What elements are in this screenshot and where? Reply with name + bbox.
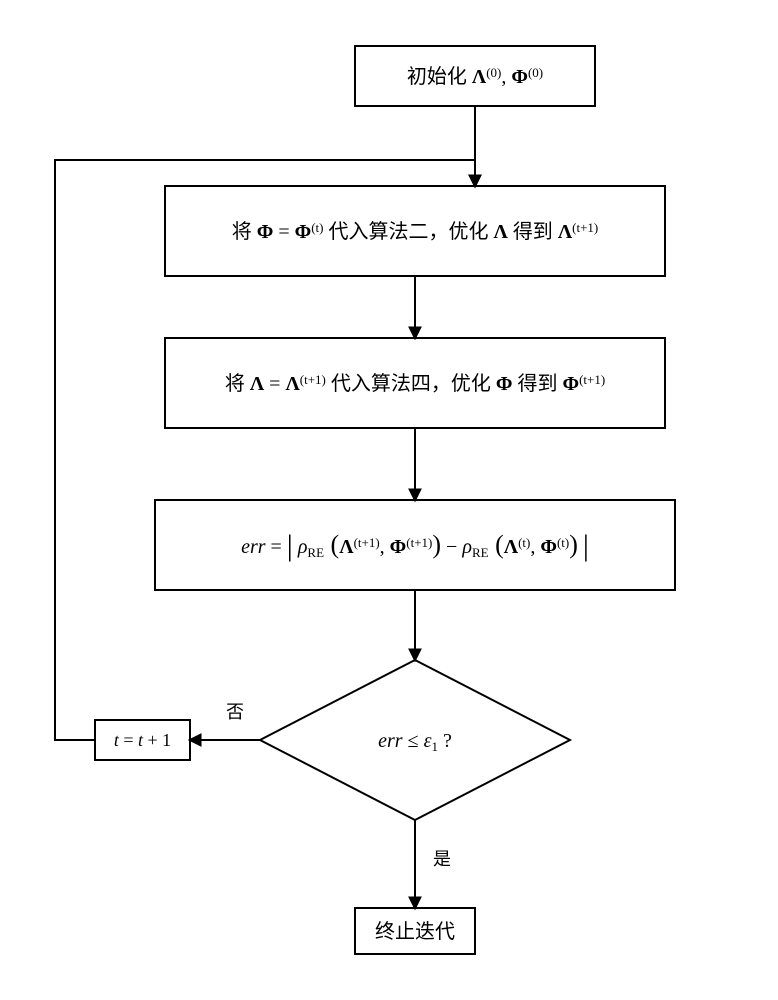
text-terminate: 终止迭代 [375,920,455,943]
branch-label-yes: 是 [433,849,451,869]
text-increment: t = t + 1 [114,730,171,750]
text-step2: 将 Λ = Λ(t+1) 代入算法四，优化 Φ 得到 Φ(t+1) [225,372,605,395]
branch-label-no: 否 [226,702,244,722]
text-decision: err ≤ ε1 ? [378,730,452,754]
text-init: 初始化 Λ(0), Φ(0) [407,65,543,88]
text-step1: 将 Φ = Φ(t) 代入算法二，优化 Λ 得到 Λ(t+1) [232,220,599,243]
